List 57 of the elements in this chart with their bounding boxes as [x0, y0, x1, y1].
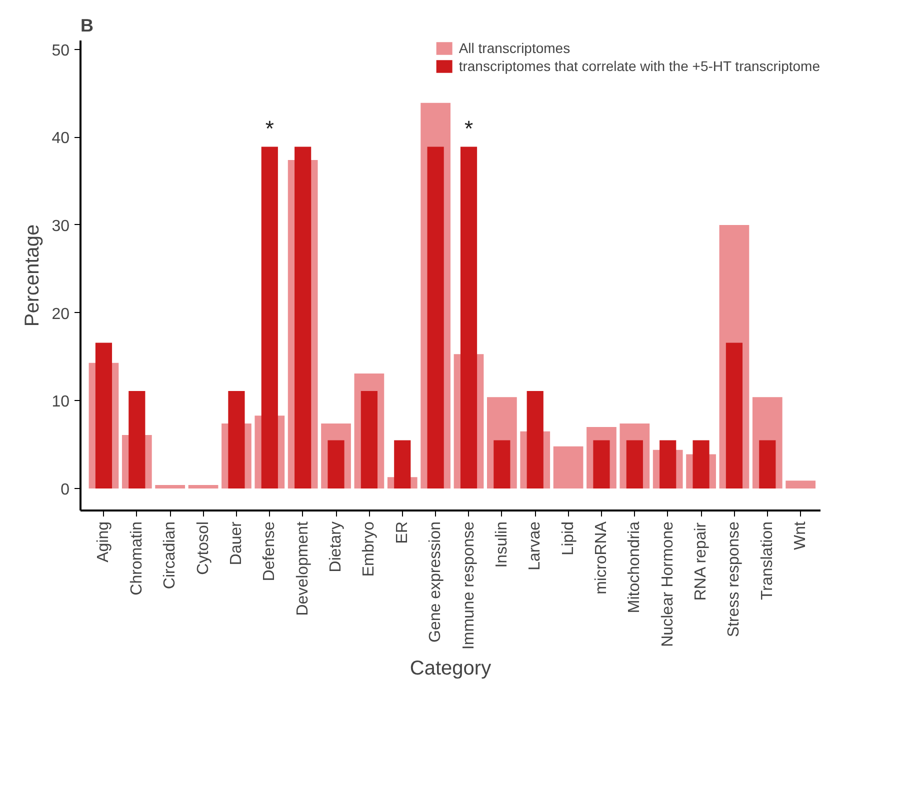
bar [294, 146, 312, 489]
x-axis-title: Category [410, 658, 492, 680]
x-tick-label: Aging [95, 522, 112, 562]
legend-label: All transcriptomes [458, 40, 570, 56]
bar [692, 440, 710, 489]
y-tick-label: 10 [52, 394, 70, 411]
x-tick-label: Immune response [460, 521, 478, 650]
x-tick-label: Dietary [328, 521, 345, 572]
annotation: * [265, 116, 274, 141]
x-tick-label: Wnt [792, 520, 810, 550]
bar [155, 485, 186, 489]
bar [593, 440, 610, 489]
y-tick-label: 20 [52, 306, 70, 323]
x-tick-label: Larvae [526, 521, 544, 570]
bar [626, 440, 643, 489]
y-axis-title: Percentage [22, 224, 44, 327]
bar [394, 440, 411, 489]
bar [526, 391, 544, 489]
y-tick-label: 0 [60, 482, 70, 499]
x-tick-label: Chromatin [128, 521, 146, 596]
x-tick-label: Development [294, 520, 312, 616]
bar [328, 440, 344, 489]
bar [726, 342, 743, 489]
bar [360, 391, 378, 489]
bar [128, 391, 146, 489]
y-tick-label: 50 [52, 42, 70, 60]
bar [188, 485, 218, 489]
bar [553, 446, 584, 489]
chart-title: B [80, 16, 94, 36]
x-tick-label: Stress response [726, 521, 743, 638]
bar [95, 342, 112, 489]
bar [427, 146, 444, 489]
x-tick-label: Dauer [228, 520, 245, 566]
bar [261, 146, 278, 489]
x-tick-label: Lipid [560, 521, 577, 556]
x-tick-label: Circadian [162, 521, 179, 590]
y-tick-label: 40 [52, 130, 70, 148]
bar [494, 440, 510, 489]
x-tick-label: ER [394, 521, 411, 544]
x-tick-label: microRNA [592, 521, 610, 594]
x-tick-label: Cytosol [194, 521, 212, 575]
bar [759, 440, 776, 489]
x-tick-label: RNA repair [692, 522, 710, 601]
x-tick-label: Gene expression [427, 521, 444, 642]
bar [460, 146, 478, 489]
x-tick-label: Translation [758, 521, 776, 600]
x-tick-label: Nuclear Hormone [659, 521, 676, 647]
x-tick-label: Defense [261, 521, 278, 582]
annotation: * [464, 116, 474, 141]
y-tick-label: 30 [52, 218, 70, 235]
bar [786, 480, 816, 489]
x-tick-label: Insulin [493, 522, 510, 568]
bar [660, 440, 676, 489]
x-tick-label: Mitochondria [626, 521, 644, 614]
x-tick-label: Embryo [360, 521, 378, 577]
legend-label: transcriptomes that correlate with the +5-HT transcriptome [458, 58, 820, 74]
bar [228, 391, 245, 489]
